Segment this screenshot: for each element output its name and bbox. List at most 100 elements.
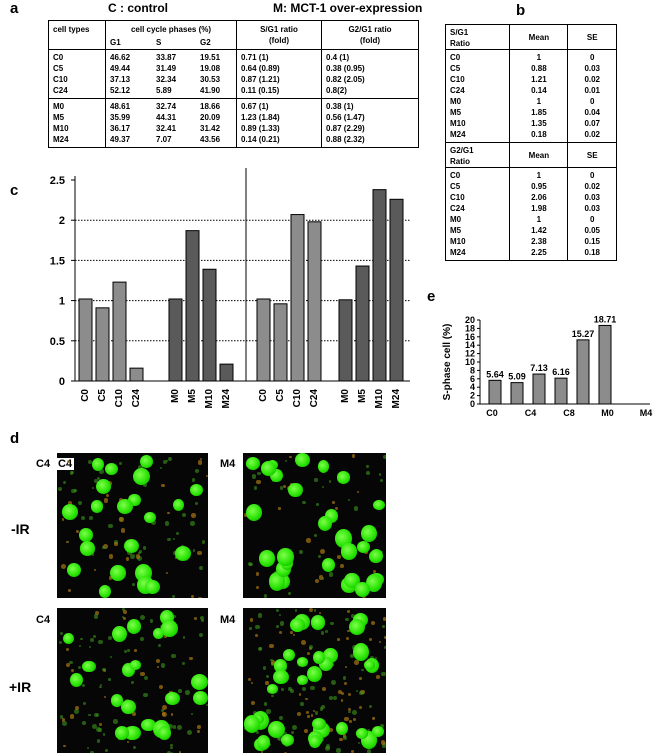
background-speckle — [178, 750, 182, 753]
cell-cycle-cell: 0.64 (0.89) — [236, 63, 322, 74]
background-speckle — [77, 665, 81, 669]
x-tick-label: M5 — [357, 389, 368, 403]
background-speckle — [289, 455, 292, 458]
background-speckle — [259, 647, 263, 651]
background-speckle — [103, 498, 109, 504]
sg1-mean-header: Mean — [509, 24, 568, 50]
y-tick-label: 20 — [465, 315, 475, 325]
background-speckle — [140, 671, 145, 677]
cell-cycle-cell: 0.38 (0.95) — [321, 63, 419, 74]
background-speckle — [300, 702, 304, 706]
background-speckle — [165, 521, 170, 526]
nucleus — [273, 669, 289, 684]
background-speckle — [255, 571, 260, 576]
sg1-stat-cell: 0.88 — [509, 63, 568, 74]
g2g1-stat-cell: 1 — [509, 167, 568, 181]
background-speckle — [162, 711, 168, 717]
background-speckle — [270, 660, 276, 665]
background-speckle — [353, 718, 357, 721]
background-speckle — [361, 668, 364, 672]
background-speckle — [190, 712, 194, 716]
background-speckle — [90, 750, 94, 753]
background-speckle — [167, 456, 173, 462]
bar — [129, 367, 144, 382]
background-speckle — [356, 690, 359, 693]
y-tick-label: 1.5 — [50, 255, 65, 267]
chart-c: 0 0.5 1 1.5 2 2.5 C0 C5 C10 C24 M0 M5 M10 M24 C0 C5 C10 C… — [50, 168, 410, 408]
nucleus — [356, 728, 369, 739]
background-speckle — [167, 724, 173, 730]
background-speckle — [266, 709, 271, 714]
nucleus — [258, 550, 276, 567]
background-speckle — [108, 523, 113, 529]
background-speckle — [283, 484, 287, 488]
background-speckle — [350, 654, 354, 659]
nucleus — [361, 524, 377, 542]
g2g1-stat-cell: M5 — [450, 226, 462, 235]
g2g1-stat-cell: 2.25 — [509, 247, 568, 261]
background-speckle — [178, 688, 182, 693]
y-axis-label: S-phase cell (%) — [442, 324, 453, 401]
sg1-stat-cell: 1.85 — [509, 107, 568, 118]
background-speckle — [262, 666, 266, 670]
background-speckle — [313, 533, 317, 537]
background-speckle — [305, 710, 310, 715]
sg1-stat-cell: 1 — [509, 49, 568, 63]
sg1-stat-cell: 0.02 — [567, 129, 617, 143]
background-speckle — [171, 653, 176, 659]
background-speckle — [67, 500, 72, 505]
nucleus — [336, 471, 351, 484]
background-speckle — [340, 699, 344, 702]
sg1-stat-row: M0 1 0 — [446, 96, 617, 107]
background-speckle — [172, 725, 177, 729]
nucleus — [317, 515, 333, 532]
background-speckle — [256, 730, 260, 734]
nucleus — [90, 500, 104, 513]
nucleus — [340, 543, 358, 560]
nucleus — [110, 694, 124, 708]
background-speckle — [308, 644, 313, 649]
cell-cycle-cell: M24 — [53, 135, 69, 144]
background-speckle — [328, 727, 333, 732]
sg1-stat-cell: M0 — [450, 97, 462, 106]
background-speckle — [137, 465, 143, 470]
sg1-stat-row: C5 0.88 0.03 — [446, 63, 617, 74]
background-speckle — [278, 507, 282, 510]
g2g1-stat-cell: 0.15 — [567, 236, 617, 247]
cell-cycle-cell: C24 — [53, 86, 68, 95]
background-speckle — [370, 620, 376, 626]
background-speckle — [375, 675, 380, 679]
background-speckle — [325, 630, 328, 633]
background-speckle — [59, 715, 64, 720]
background-speckle — [127, 649, 130, 652]
cell-cycle-row: C5 49.44 31.49 19.08 0.64 (0.89) 0.38 (0.95) — [49, 63, 419, 74]
nucleus — [366, 573, 382, 592]
background-speckle — [343, 735, 347, 740]
background-speckle — [356, 491, 359, 494]
background-speckle — [194, 501, 199, 506]
cell-cycle-cell: 0.88 (2.32) — [321, 134, 419, 148]
background-speckle — [143, 692, 148, 698]
background-speckle — [298, 549, 304, 555]
micrograph-c4-no-ir: C4 — [57, 453, 208, 598]
data-label: 5.09 — [508, 372, 526, 382]
background-speckle — [66, 663, 71, 668]
cell-cycle-cell: 18.66 — [200, 102, 221, 111]
background-speckle — [139, 550, 142, 553]
background-speckle — [345, 636, 350, 641]
background-speckle — [330, 680, 336, 686]
background-speckle — [351, 710, 357, 716]
background-speckle — [181, 512, 186, 518]
background-speckle — [378, 473, 382, 476]
bar — [256, 298, 271, 382]
legend-control: C : control — [108, 1, 168, 15]
background-speckle — [313, 709, 316, 712]
bar — [355, 265, 370, 382]
x-tick-label: C8 — [563, 408, 575, 418]
background-speckle — [125, 557, 130, 561]
nucleus — [96, 478, 112, 495]
background-speckle — [295, 609, 298, 612]
g2g1-stat-row: C5 0.95 0.02 — [446, 181, 617, 192]
background-speckle — [162, 704, 168, 710]
background-speckle — [359, 690, 364, 696]
